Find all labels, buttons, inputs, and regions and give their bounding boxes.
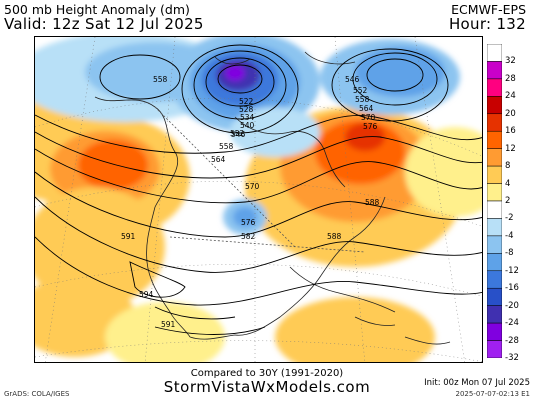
contour-label: 528 xyxy=(239,105,254,114)
colorbar-swatch xyxy=(487,218,502,237)
colorbar-label: -24 xyxy=(505,318,519,329)
colorbar-label: 24 xyxy=(505,91,516,102)
colorbar-label: -32 xyxy=(505,353,519,363)
climatology-note: Compared to 30Y (1991-2020) xyxy=(190,368,344,379)
colorbar-label: 12 xyxy=(505,143,516,154)
contour-label: 576 xyxy=(241,218,256,227)
contour-label: 546 xyxy=(231,130,246,139)
colorbar-swatch xyxy=(487,148,502,167)
colorbar-label: -20 xyxy=(505,300,519,311)
colorbar-swatch xyxy=(487,61,502,80)
colorbar xyxy=(487,44,502,358)
generated-timestamp: 2025-07-07-02:13 E1 xyxy=(455,390,530,398)
colorbar-label: 16 xyxy=(505,126,516,137)
colorbar-swatch xyxy=(487,253,502,272)
colorbar-swatch xyxy=(487,165,502,184)
colorbar-swatch xyxy=(487,340,502,358)
colorbar-label: -2 xyxy=(505,213,514,224)
anomaly-map: 558 546 552 558 564 570 576 522 528 534 … xyxy=(34,36,483,363)
colorbar-label: -28 xyxy=(505,335,519,346)
colorbar-swatch xyxy=(487,130,502,149)
colorbar-label: -8 xyxy=(505,248,514,259)
colorbar-label: -4 xyxy=(505,230,514,241)
colorbar-swatch xyxy=(487,235,502,254)
contour-label: 570 xyxy=(245,182,260,191)
model-name: ECMWF-EPS xyxy=(451,2,526,17)
colorbar-swatch xyxy=(487,305,502,324)
contour-label: 540 xyxy=(240,121,255,130)
grads-credit: GrADS: COLA/IGES xyxy=(4,390,70,398)
contour-label: 591 xyxy=(121,232,136,241)
colorbar-swatch xyxy=(487,78,502,97)
colorbar-label: 20 xyxy=(505,108,516,119)
colorbar-swatch xyxy=(487,322,502,341)
colorbar-label: 8 xyxy=(505,161,511,172)
contour-label: 588 xyxy=(365,198,380,207)
contour-label: 564 xyxy=(211,155,226,164)
map-title: 500 mb Height Anomaly (dm) xyxy=(4,2,190,17)
contour-label: 546 xyxy=(345,75,360,84)
contour-label: 558 xyxy=(153,75,168,84)
colorbar-swatch xyxy=(487,113,502,132)
contour-label: 522 xyxy=(239,97,254,106)
colorbar-swatch xyxy=(487,200,502,219)
colorbar-swatch xyxy=(487,183,502,202)
contour-label: 588 xyxy=(327,232,342,241)
height-contours xyxy=(35,44,482,335)
colorbar-label: 28 xyxy=(505,73,516,84)
colorbar-label: 4 xyxy=(505,178,511,189)
contour-labels: 558 546 552 558 564 570 576 522 528 534 … xyxy=(121,75,380,329)
forecast-hour: Hour: 132 xyxy=(448,15,526,33)
graticule xyxy=(35,37,482,362)
colorbar-label: -12 xyxy=(505,265,519,276)
contour-label: 558 xyxy=(219,142,234,151)
contour-label: 582 xyxy=(241,232,256,241)
init-time: Init: 00z Mon 07 Jul 2025 xyxy=(424,378,530,388)
coastlines xyxy=(94,51,451,345)
contour-label: 564 xyxy=(359,104,374,113)
contour-label: 552 xyxy=(353,86,368,95)
contour-label: 576 xyxy=(363,122,378,131)
contour-label: 552 xyxy=(230,129,245,138)
colorbar-swatch xyxy=(487,270,502,289)
contour-label: 594 xyxy=(139,290,154,299)
contour-label: 534 xyxy=(240,113,255,122)
colorbar-label: -16 xyxy=(505,283,519,294)
colorbar-label: 2 xyxy=(505,196,511,206)
colorbar-label: 32 xyxy=(505,56,516,67)
colorbar-swatch xyxy=(487,287,502,306)
contour-label: 591 xyxy=(161,320,176,329)
site-name: StormVistaWxModels.com xyxy=(163,378,371,396)
valid-time: Valid: 12z Sat 12 Jul 2025 xyxy=(4,15,204,33)
contour-label: 558 xyxy=(355,95,370,104)
colorbar-swatch xyxy=(487,44,502,62)
colorbar-swatch xyxy=(487,96,502,115)
contour-label: 570 xyxy=(361,113,376,122)
